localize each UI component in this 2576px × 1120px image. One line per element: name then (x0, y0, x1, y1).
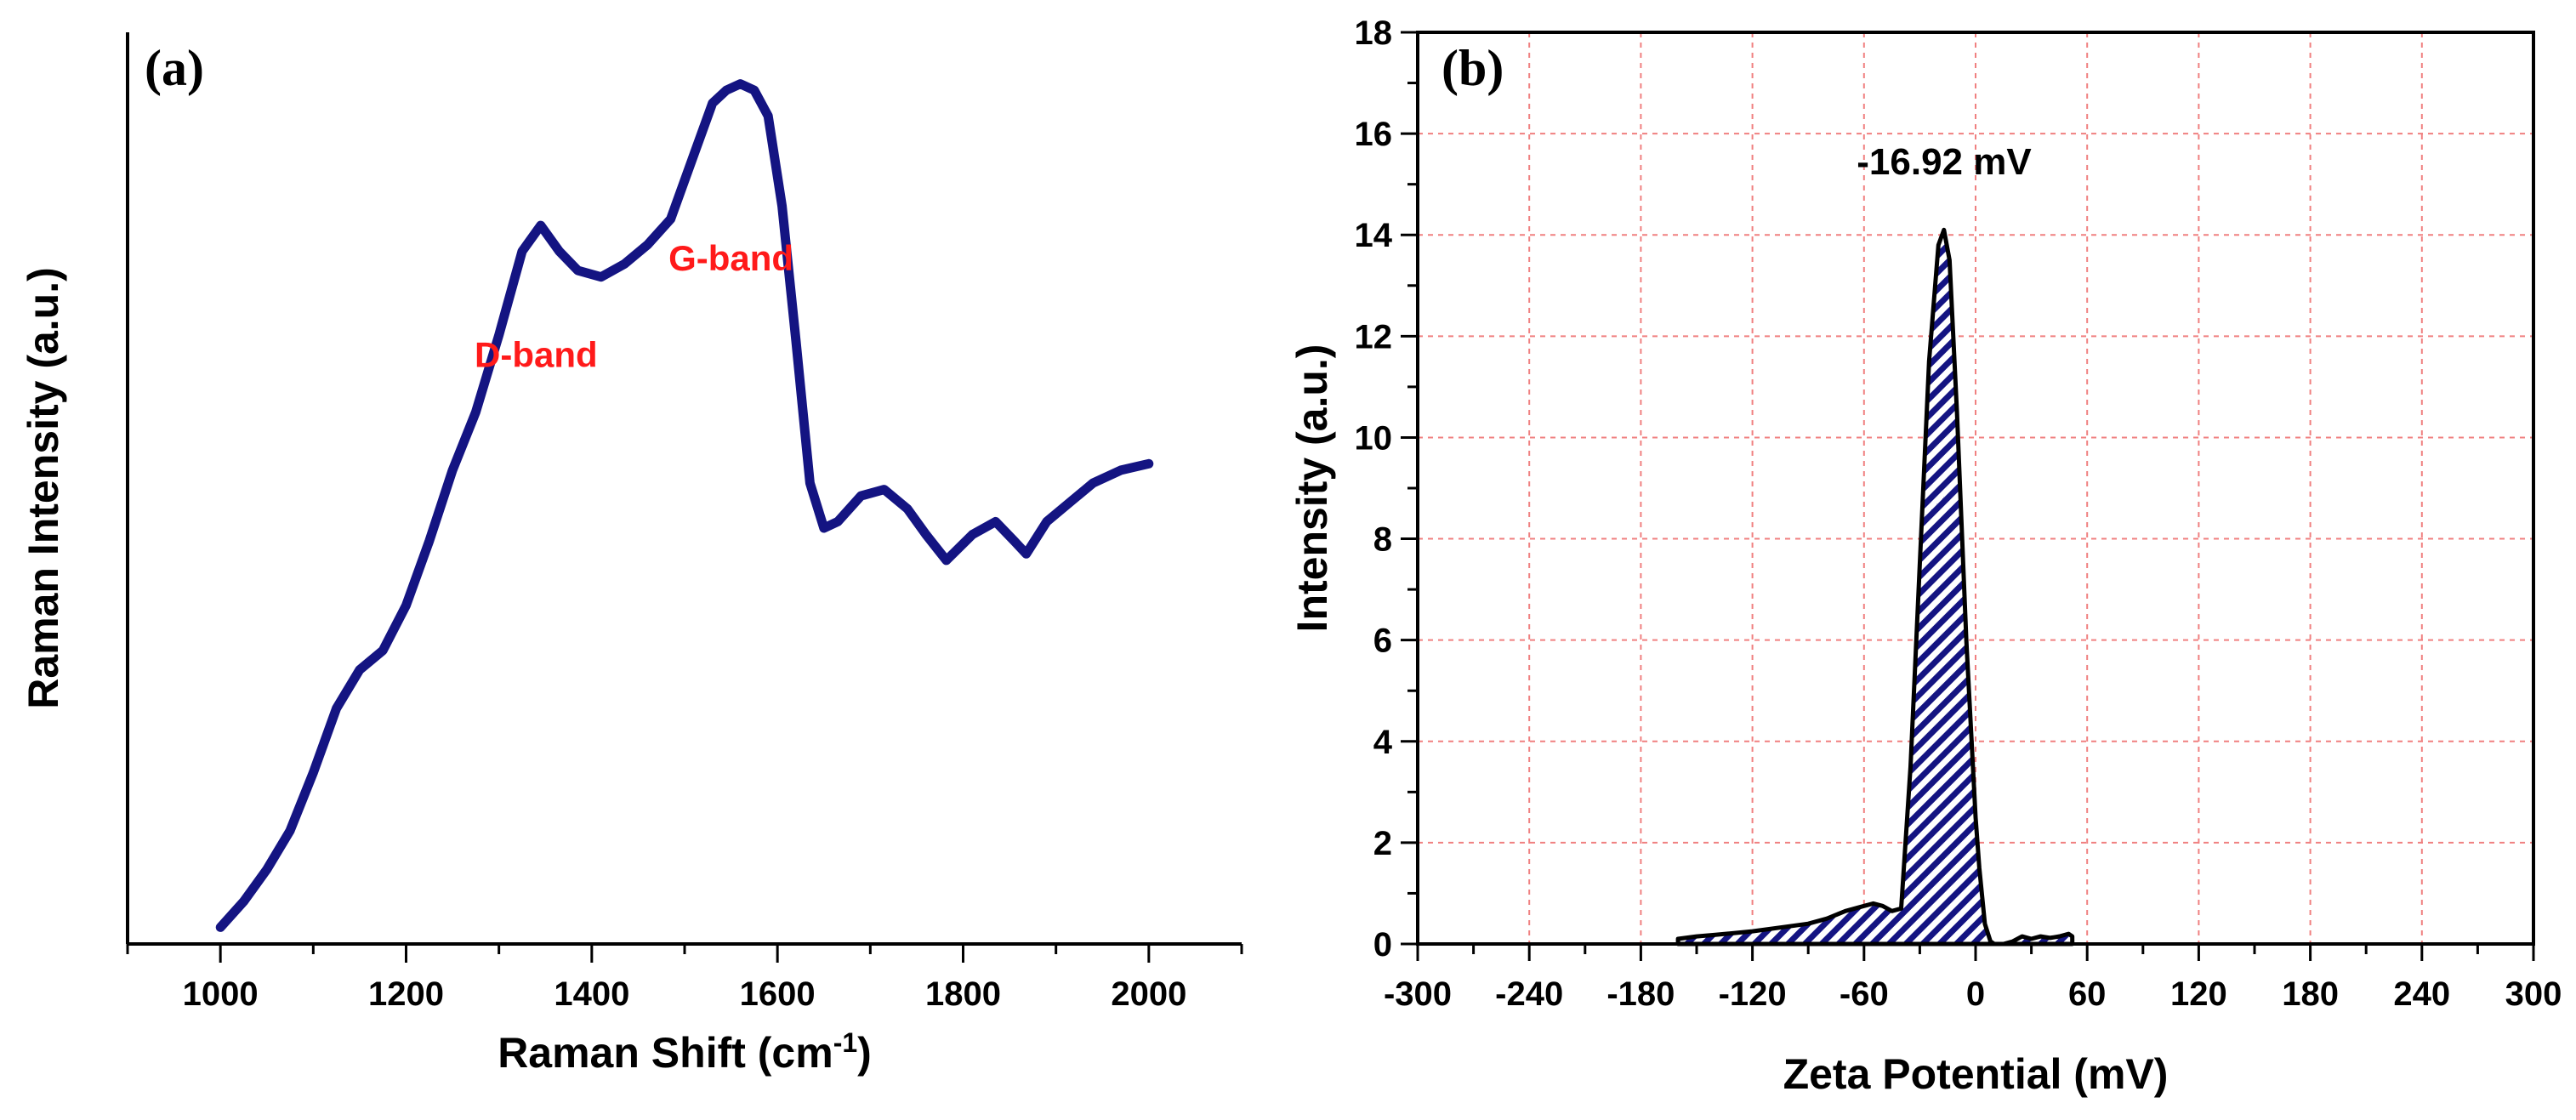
panel-a-raman: (a) 1000 1200 1400 1600 1800 2000 D-band G-ban… (20, 32, 1243, 1077)
band-annotation: G-band (668, 238, 793, 278)
panel-b-x-axis-title: Zeta Potential (mV) (1783, 1050, 2169, 1098)
panel-b-x-tick-label: 0 (1966, 975, 1985, 1013)
panel-a-x-tick-label: 1200 (368, 975, 444, 1013)
panel-b-y-tick-label: 16 (1355, 116, 1393, 153)
panel-b-label: (b) (1442, 40, 1504, 96)
panel-b-x-tick-label: -300 (1384, 975, 1452, 1013)
panel-b-x-tick-label: -240 (1495, 975, 1563, 1013)
panel-b-y-axis-title: Intensity (a.u.) (1288, 344, 1336, 633)
panel-b-x-tick-label: 300 (2505, 975, 2562, 1013)
panel-a-x-tick-label: 1600 (740, 975, 816, 1013)
panel-a-x-tick-label: 1800 (925, 975, 1001, 1013)
panel-b-y-tick-label: 4 (1373, 724, 1393, 761)
panel-b-zeta: -300 -240 -180 -120 -60 0 60 120 180 240 300 0 2 4 6 8 1… (1288, 14, 2562, 1098)
panel-b-y-tick-label: 14 (1355, 217, 1393, 254)
panel-b-x-tick-label: 240 (2393, 975, 2450, 1013)
panel-b-x-tick-label: 60 (2068, 975, 2107, 1013)
panel-a-x-tick-label: 2000 (1111, 975, 1186, 1013)
panel-a-x-tick-label: 1400 (554, 975, 629, 1013)
panel-a-label: (a) (145, 40, 204, 96)
panel-b-y-tick-label: 0 (1373, 926, 1392, 964)
panel-b-x-tick-label: -60 (1840, 975, 1889, 1013)
panel-b-x-tick-label: 180 (2282, 975, 2339, 1013)
peak-annotation: -16.92 mV (1857, 141, 2032, 183)
panel-b-y-tick-label: 18 (1355, 14, 1393, 52)
panel-b-x-tick-label: 120 (2170, 975, 2227, 1013)
panel-b-y-tick-label: 10 (1355, 419, 1393, 457)
panel-b-y-tick-label: 6 (1373, 623, 1392, 660)
panel-a-y-axis-title: Raman Intensity (a.u.) (20, 267, 67, 709)
zeta-distribution-area (1675, 227, 2075, 947)
panel-b-x-tick-label: -120 (1719, 975, 1787, 1013)
panel-b-x-tick-label: -180 (1606, 975, 1675, 1013)
panel-b-y-tick-label: 8 (1373, 521, 1392, 559)
raman-spectrum-line (215, 79, 1154, 932)
panel-a-x-tick-label: 1000 (183, 975, 259, 1013)
band-annotation: D-band (475, 335, 598, 375)
panel-a-x-axis-title: Raman Shift (cm-1) (498, 1027, 872, 1077)
panel-b-y-tick-label: 12 (1355, 318, 1393, 355)
panel-b-y-tick-label: 2 (1373, 825, 1392, 862)
